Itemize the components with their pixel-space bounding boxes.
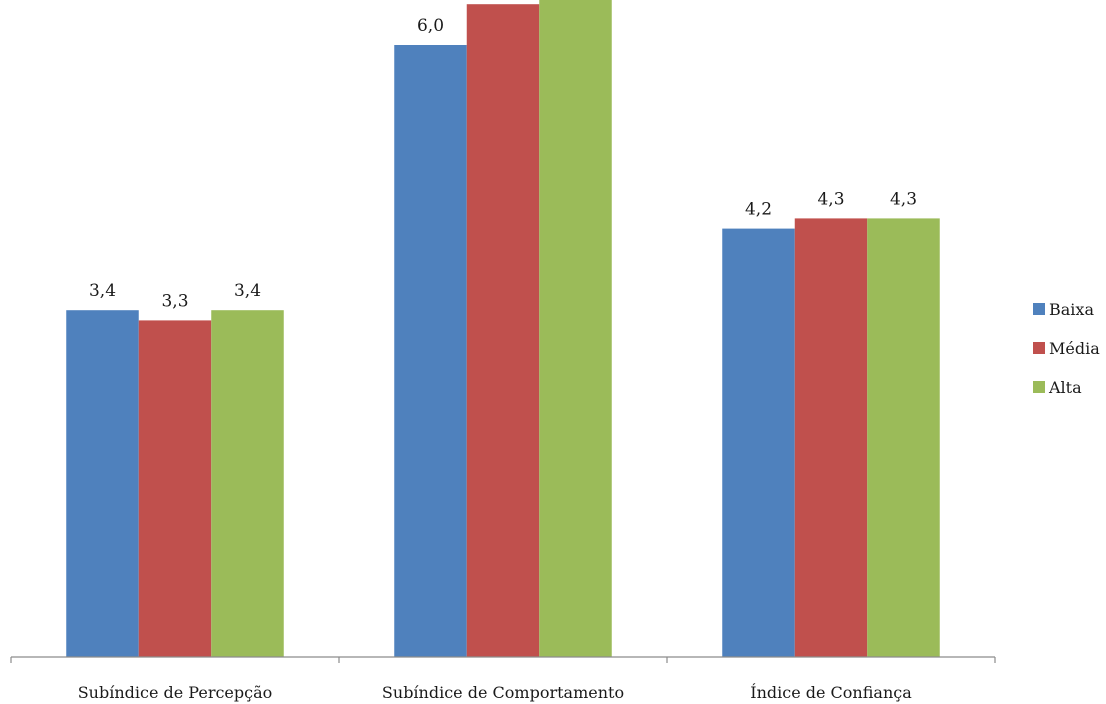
category-labels-group: Subíndice de Percepção Subíndice de Compo…	[78, 682, 912, 702]
data-label: 4,2	[745, 200, 772, 220]
data-label: 4,3	[817, 189, 844, 209]
data-label: 3,3	[161, 291, 188, 311]
data-labels-group: 3,43,33,46,06,46,54,24,34,3	[89, 16, 917, 311]
bars-group	[66, 0, 940, 657]
data-label: 3,4	[234, 281, 261, 301]
bar-alta	[539, 0, 612, 657]
category-label: Subíndice de Comportamento	[382, 683, 624, 702]
bar-baixa	[394, 45, 467, 657]
legend: Baixa Média Alta	[1033, 300, 1100, 397]
data-label: 3,4	[89, 281, 116, 301]
category-label: Subíndice de Percepção	[78, 683, 273, 702]
bar-alta	[211, 310, 284, 657]
x-axis-ticks	[10, 657, 996, 663]
bar-baixa	[66, 310, 139, 657]
bar-baixa	[722, 228, 795, 657]
legend-label: Baixa	[1049, 300, 1094, 319]
bar-m-dia	[138, 320, 212, 657]
legend-swatch	[1033, 303, 1045, 315]
data-label: 4,3	[890, 189, 917, 209]
bar-alta	[867, 218, 940, 657]
legend-label: Média	[1049, 339, 1100, 358]
bar-m-dia	[794, 218, 868, 657]
legend-swatch	[1033, 381, 1045, 393]
legend-swatch	[1033, 342, 1045, 354]
bar-m-dia	[466, 4, 540, 657]
data-label: 6,0	[417, 16, 444, 36]
legend-label: Alta	[1048, 378, 1082, 397]
category-label: Índice de Confiança	[750, 682, 912, 702]
